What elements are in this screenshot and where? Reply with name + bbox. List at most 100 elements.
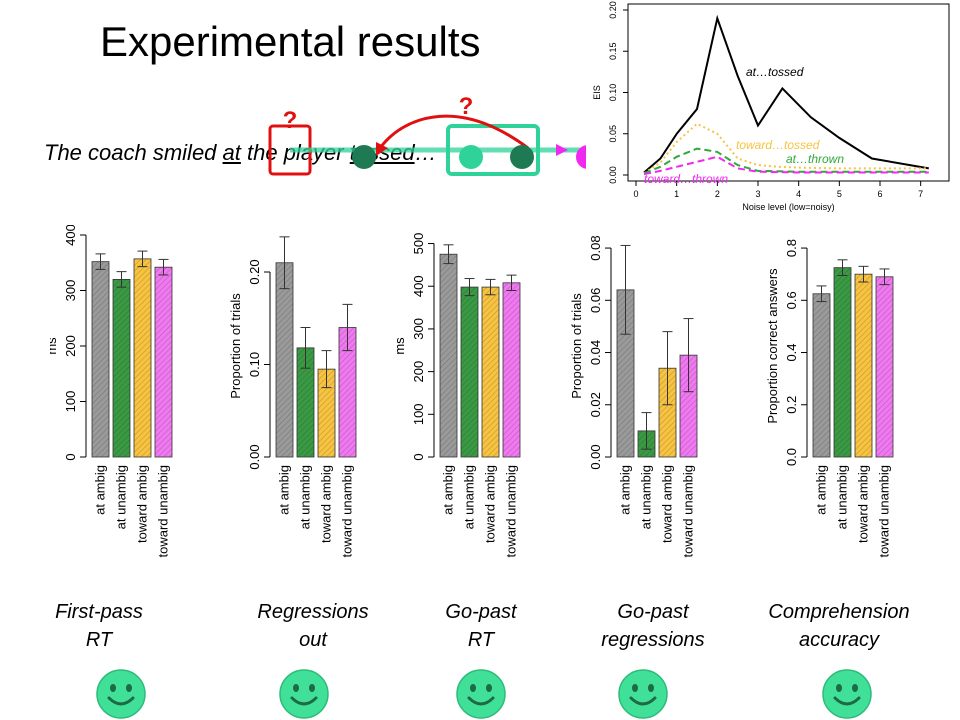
- fixation-marker-2: [459, 145, 483, 169]
- caption-line: Go-past: [445, 601, 517, 623]
- y-tick-label: 0.02: [588, 392, 603, 417]
- y-tick-label: 0.00: [588, 444, 603, 469]
- series-line: [643, 14, 929, 174]
- caption-comprehension-accuracy: Comprehension accuracy: [764, 598, 914, 654]
- caption-line: RT: [85, 629, 113, 651]
- series-label: toward…thrown: [644, 172, 728, 186]
- y-tick-label: 0.00: [247, 444, 262, 469]
- sentence-word-tossed: tossed: [349, 140, 415, 165]
- y-tick-label: 100: [63, 391, 78, 413]
- bar: [275, 262, 294, 458]
- y-tick-label: 0.05: [608, 125, 618, 143]
- scanpath-arrowhead: [556, 144, 568, 156]
- y-tick-label: 500: [411, 233, 426, 255]
- y-tick-label: 0.04: [588, 340, 603, 365]
- series-line: [643, 122, 929, 175]
- smiley-icon: [96, 669, 146, 719]
- bar-chart-comprehension-accuracy: 0.0 0.2 0.4 0.6 0.8 Proportion correct answer…: [765, 239, 894, 558]
- category-label: toward ambig: [483, 465, 498, 543]
- y-tick-label: 0.06: [588, 288, 603, 313]
- caption-line: regressions: [601, 629, 705, 651]
- y-tick-label: 0.8: [784, 239, 799, 257]
- series-line: [643, 147, 929, 175]
- caption-line: First-pass: [55, 601, 143, 623]
- y-tick-label: 0.20: [608, 1, 618, 19]
- category-label: at ambig: [618, 465, 633, 515]
- sentence-word-3: the player: [240, 140, 350, 165]
- sentence-word-at: at: [222, 140, 241, 165]
- bar: [812, 293, 831, 458]
- y-tick-label: 0.0: [784, 448, 799, 466]
- y-axis-label: ms: [396, 337, 407, 355]
- caption-first-pass-rt: First-pass RT: [24, 598, 174, 654]
- x-tick-label: 7: [918, 189, 923, 199]
- question-mark-tossed: ?: [459, 93, 474, 120]
- series-label: toward…tossed: [736, 138, 820, 152]
- y-tick-label: 300: [63, 280, 78, 302]
- category-label: at ambig: [93, 465, 108, 515]
- bar: [481, 286, 500, 458]
- bar-chart-regressions-out: 0.00 0.10 0.20 Proportion of trials at ambig…: [228, 236, 357, 558]
- bar-chart-go-past-regressions: 0.00 0.02 0.04 0.06 0.08 Proportion of trials…: [569, 235, 698, 558]
- caption-line: out: [299, 629, 327, 651]
- inset-background: [586, 0, 956, 222]
- y-tick-label: 0.00: [608, 166, 618, 184]
- category-label: at unambig: [298, 465, 313, 529]
- smiley-icon: [618, 669, 668, 719]
- caption-line: accuracy: [798, 629, 880, 651]
- x-tick-label: 1: [674, 189, 679, 199]
- bar-chart-first-pass-rt: 0 100 200 300 400 ms at ambig at unambig toward …: [50, 225, 173, 558]
- question-mark-at: ?: [283, 107, 298, 134]
- smiley-icon: [456, 669, 506, 719]
- fixation-marker-3: [510, 145, 534, 169]
- y-axis-label: Proportion of trials: [569, 293, 584, 399]
- category-label: toward unambig: [504, 465, 519, 558]
- bar: [875, 276, 894, 458]
- category-label: toward ambig: [660, 465, 675, 543]
- y-tick-label: 0.08: [588, 235, 603, 260]
- y-tick-label: 200: [63, 335, 78, 357]
- category-label: toward ambig: [856, 465, 871, 543]
- category-label: toward unambig: [681, 465, 696, 558]
- y-tick-label: 0: [63, 453, 78, 460]
- y-tick-label: 0: [411, 453, 426, 460]
- y-axis-label: ms: [50, 337, 59, 355]
- category-label: at unambig: [639, 465, 654, 529]
- y-tick-label: 0.4: [784, 343, 799, 361]
- x-tick-label: 5: [837, 189, 842, 199]
- category-label: at ambig: [814, 465, 829, 515]
- bar: [112, 279, 131, 458]
- slide-title: Experimental results: [100, 18, 481, 65]
- series-label: at…thrown: [786, 152, 844, 166]
- y-tick-label: 300: [411, 318, 426, 340]
- y-tick-label: 0.15: [608, 42, 618, 60]
- y-tick-label: 400: [411, 275, 426, 297]
- y-tick-label: 400: [63, 225, 78, 246]
- x-tick-label: 2: [715, 189, 720, 199]
- smiley-icon: [822, 669, 872, 719]
- bar: [460, 286, 479, 458]
- bar: [833, 267, 852, 458]
- eis-line-chart: 0.00 0.05 0.10 0.15 0.20 0 1 2 3 4 5 6 7 EIS Noise lev…: [586, 0, 956, 222]
- series-line: [643, 155, 929, 176]
- category-label: at ambig: [277, 465, 292, 515]
- category-label: toward ambig: [135, 465, 150, 543]
- caption-line: RT: [467, 629, 495, 651]
- y-axis-label: EIS: [592, 85, 602, 100]
- caption-regressions-out: Regressions out: [238, 598, 388, 654]
- y-tick-label: 0.6: [784, 291, 799, 309]
- bar: [439, 253, 458, 458]
- y-tick-label: 0.10: [247, 352, 262, 377]
- y-axis-label: Proportion correct answers: [765, 268, 780, 424]
- bar: [502, 282, 521, 458]
- x-tick-label: 6: [877, 189, 882, 199]
- smiley-icon: [279, 669, 329, 719]
- caption-go-past-rt: Go-past RT: [406, 598, 556, 654]
- y-tick-label: 0.2: [784, 396, 799, 414]
- x-tick-label: 0: [633, 189, 638, 199]
- category-label: toward unambig: [340, 465, 355, 558]
- sentence-word-1: The coach smiled: [44, 140, 223, 165]
- y-tick-label: 200: [411, 361, 426, 383]
- category-label: toward ambig: [319, 465, 334, 543]
- caption-line: Go-past: [617, 601, 689, 623]
